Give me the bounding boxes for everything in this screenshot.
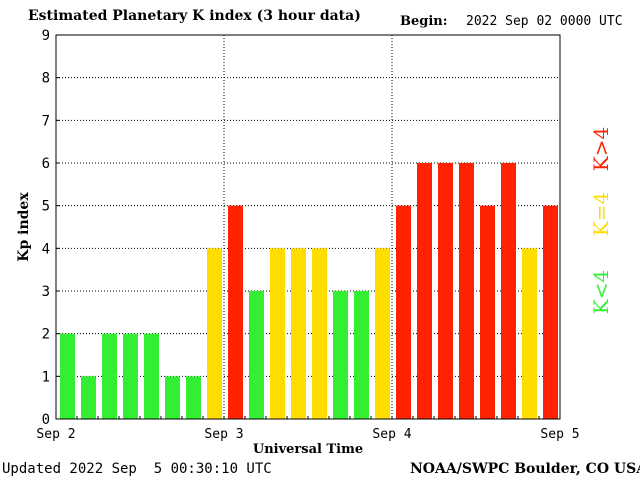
- y-tick-label: 0: [42, 412, 50, 428]
- kp-bar: [207, 248, 222, 419]
- bars: [60, 163, 558, 419]
- tick-labels: 0 1 2 3 4 5 6 7 8 9 Sep 2 Sep 3 Sep 4 Sep 5: [36, 28, 579, 442]
- kp-bar: [501, 163, 516, 419]
- y-tick-label: 6: [42, 156, 50, 172]
- kp-bar: [417, 163, 432, 419]
- kp-bar: [375, 248, 390, 419]
- kp-bar: [312, 248, 327, 419]
- kp-bar: [123, 333, 138, 419]
- kp-bar: [270, 248, 285, 419]
- legend-mid: K=4: [589, 191, 613, 237]
- axis-ticks: [56, 34, 540, 420]
- x-tick-label: Sep 5: [540, 427, 579, 442]
- chart-title: Estimated Planetary K index (3 hour data…: [28, 8, 361, 24]
- updated-timestamp: Updated 2022 Sep 5 00:30:10 UTC: [2, 461, 272, 477]
- begin-label: Begin:: [400, 14, 448, 29]
- legend-low: K<4: [589, 269, 613, 315]
- kp-bar: [396, 205, 411, 419]
- begin-value: 2022 Sep 02 0000 UTC: [466, 14, 623, 29]
- y-tick-label: 9: [42, 28, 50, 44]
- kp-bar: [480, 205, 495, 419]
- kp-bar: [228, 205, 243, 419]
- legend-high: K>4: [589, 126, 613, 172]
- kp-bar-chart: 0 1 2 3 4 5 6 7 8 9 Sep 2 Sep 3 Sep 4 Sep 5 Universal…: [16, 28, 580, 457]
- y-tick-label: 8: [42, 71, 50, 87]
- kp-bar: [543, 205, 558, 419]
- kp-bar: [60, 333, 75, 419]
- y-tick-label: 4: [42, 241, 50, 257]
- kp-bar: [354, 291, 369, 419]
- y-tick-label: 5: [42, 199, 50, 215]
- x-tick-label: Sep 3: [204, 427, 243, 442]
- kp-bar: [459, 163, 474, 419]
- credit-line: NOAA/SWPC Boulder, CO USA: [410, 461, 640, 477]
- kp-bar: [249, 291, 264, 419]
- kp-bar: [291, 248, 306, 419]
- y-tick-label: 3: [42, 284, 50, 300]
- x-tick-label: Sep 2: [36, 427, 75, 442]
- x-axis-label: Universal Time: [253, 442, 363, 457]
- kp-bar: [102, 333, 117, 419]
- y-tick-label: 7: [42, 113, 50, 129]
- y-tick-label: 2: [42, 327, 50, 343]
- kp-bar: [165, 376, 180, 419]
- y-tick-label: 1: [42, 369, 50, 385]
- kp-bar: [186, 376, 201, 419]
- kp-bar: [81, 376, 96, 419]
- kp-bar: [438, 163, 453, 419]
- x-tick-label: Sep 4: [372, 427, 411, 442]
- kp-bar: [144, 333, 159, 419]
- kp-bar: [333, 291, 348, 419]
- kp-bar: [522, 248, 537, 419]
- y-axis-label: Kp index: [16, 192, 32, 262]
- grid-lines: [56, 35, 560, 419]
